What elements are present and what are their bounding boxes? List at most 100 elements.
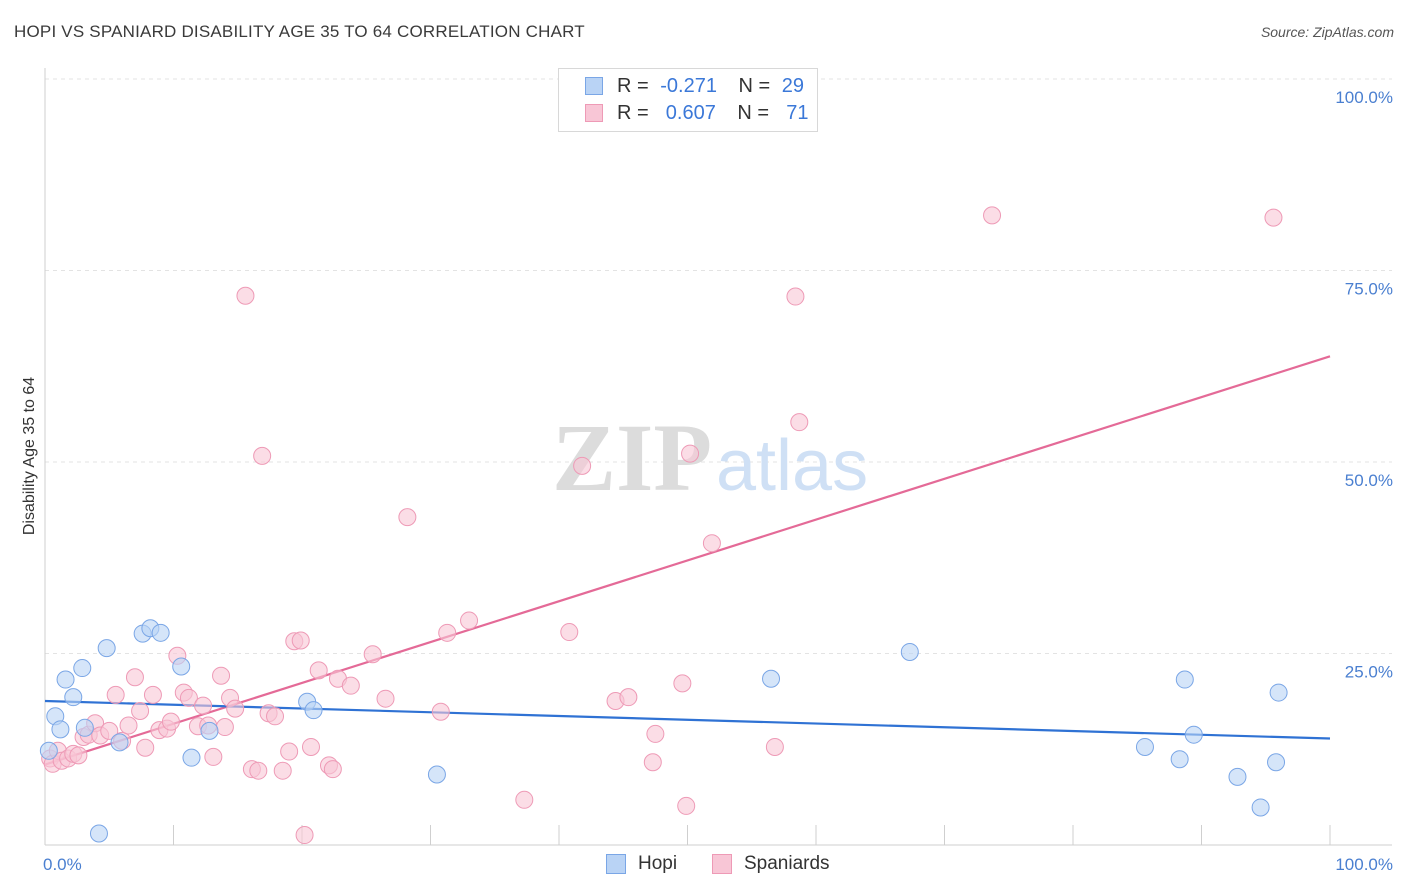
spaniards-point-24 (179, 688, 198, 707)
chart-title: HOPI VS SPANIARD DISABILITY AGE 35 TO 64… (14, 22, 585, 41)
hopi-point-12 (151, 623, 170, 642)
spaniards-point-11 (100, 721, 119, 740)
spaniards-point-57 (560, 623, 579, 642)
hopi-point-24 (1184, 725, 1203, 744)
spaniards-point-52 (398, 508, 417, 527)
y-tick-label-75: 75.0% (1345, 280, 1393, 299)
watermark-atlas: atlas (716, 426, 868, 506)
spaniards-point-71 (1264, 208, 1283, 227)
spaniards-point-29 (212, 666, 231, 685)
spaniards-point-58 (573, 456, 592, 475)
hopi-legend-label: Hopi (638, 853, 678, 874)
spaniards-point-17 (136, 738, 155, 757)
grid-lines (45, 78, 1392, 654)
hopi-point-9 (110, 733, 129, 752)
hopi-point-13 (172, 657, 191, 676)
spaniards-point-38 (266, 707, 285, 726)
y-tick-label-50: 50.0% (1345, 471, 1393, 490)
spaniards-point-6 (69, 746, 88, 765)
hopi-point-7 (89, 824, 108, 843)
hopi-point-19 (762, 669, 781, 688)
spaniards-point-16 (131, 701, 150, 720)
spaniards-point-43 (295, 826, 314, 845)
spaniards-point-70 (983, 206, 1002, 225)
spaniards-points (41, 206, 1283, 845)
spaniards-point-12 (106, 685, 125, 704)
hopi-point-20 (900, 642, 919, 661)
hopi-point-2 (51, 720, 70, 739)
spaniards-point-36 (253, 446, 272, 465)
spaniards-point-18 (143, 685, 162, 704)
spaniards-point-55 (460, 611, 479, 630)
hopi-point-23 (1175, 670, 1194, 689)
hopi-point-3 (56, 670, 75, 689)
hopi-point-26 (1251, 798, 1270, 817)
spaniards-point-49 (341, 676, 360, 695)
spaniards-point-56 (515, 790, 534, 809)
spaniards-legend-swatch (712, 854, 732, 874)
hopi-point-27 (1267, 753, 1286, 772)
r-label: R = (617, 75, 649, 97)
hopi-point-28 (1269, 683, 1288, 702)
hopi-point-18 (427, 765, 446, 784)
x-tick-label-100: 100.0% (1335, 855, 1393, 874)
spaniards-point-67 (765, 737, 784, 756)
hopi-legend-swatch (606, 854, 626, 874)
spaniards-point-15 (125, 668, 144, 687)
spaniards-point-42 (291, 631, 310, 650)
spaniards-point-54 (438, 623, 457, 642)
hopi-points (39, 619, 1288, 843)
spaniards-point-62 (646, 724, 665, 743)
spaniards-point-21 (161, 712, 180, 731)
tick-labels: 25.0% 50.0% 75.0% 100.0% 0.0% 100.0% (43, 88, 1393, 874)
hopi-point-5 (73, 659, 92, 678)
hopi-point-22 (1170, 750, 1189, 769)
hopi-point-14 (182, 748, 201, 767)
spaniards-point-63 (673, 674, 692, 693)
spaniards-point-35 (249, 761, 268, 780)
spaniards-point-45 (309, 661, 328, 680)
spaniards-point-28 (204, 747, 223, 766)
spaniards-point-40 (280, 742, 299, 761)
spaniards-legend-label: Spaniards (744, 853, 830, 874)
spaniards-point-44 (301, 737, 320, 756)
hopi-point-21 (1135, 737, 1154, 756)
hopi-point-17 (304, 701, 323, 720)
correlation-legend: R = -0.271 N = 29 R = 0.607 N = 71 (558, 68, 818, 132)
r-label: R = (617, 102, 649, 124)
spaniards-swatch (585, 104, 603, 122)
hopi-n-value: 29 (781, 75, 805, 97)
spaniards-point-51 (376, 689, 395, 708)
hopi-point-8 (97, 639, 116, 658)
trend-lines (44, 355, 1331, 766)
n-label: N = (737, 102, 770, 124)
spaniards-point-61 (643, 753, 662, 772)
spaniards-point-69 (790, 413, 809, 432)
hopi-point-15 (200, 721, 219, 740)
y-tick-label-100: 100.0% (1335, 88, 1393, 107)
spaniards-trend-line (44, 355, 1331, 766)
spaniards-point-66 (702, 534, 721, 553)
y-axis-title: Disability Age 35 to 64 (21, 377, 38, 535)
spaniards-n-value: 71 (780, 102, 809, 124)
hopi-point-0 (39, 741, 58, 760)
watermark: ZIP atlas (552, 404, 868, 511)
series-legend: Hopi Spaniards (0, 852, 1406, 878)
spaniards-r-value: 0.607 (660, 102, 716, 124)
hopi-trend-line (44, 699, 1331, 740)
spaniards-point-53 (431, 702, 450, 721)
spaniards-point-33 (236, 286, 255, 305)
spaniards-point-14 (119, 716, 138, 735)
spaniards-point-68 (786, 287, 805, 306)
hopi-point-6 (75, 718, 94, 737)
spaniards-point-50 (363, 645, 382, 664)
spaniards-point-47 (323, 760, 342, 779)
spaniards-point-30 (215, 718, 234, 737)
spaniards-point-32 (226, 699, 245, 718)
hopi-point-4 (64, 688, 83, 707)
hopi-r-value: -0.271 (660, 75, 717, 97)
hopi-point-25 (1228, 767, 1247, 786)
x-tick-label-0: 0.0% (43, 855, 82, 874)
spaniards-point-64 (677, 796, 696, 815)
